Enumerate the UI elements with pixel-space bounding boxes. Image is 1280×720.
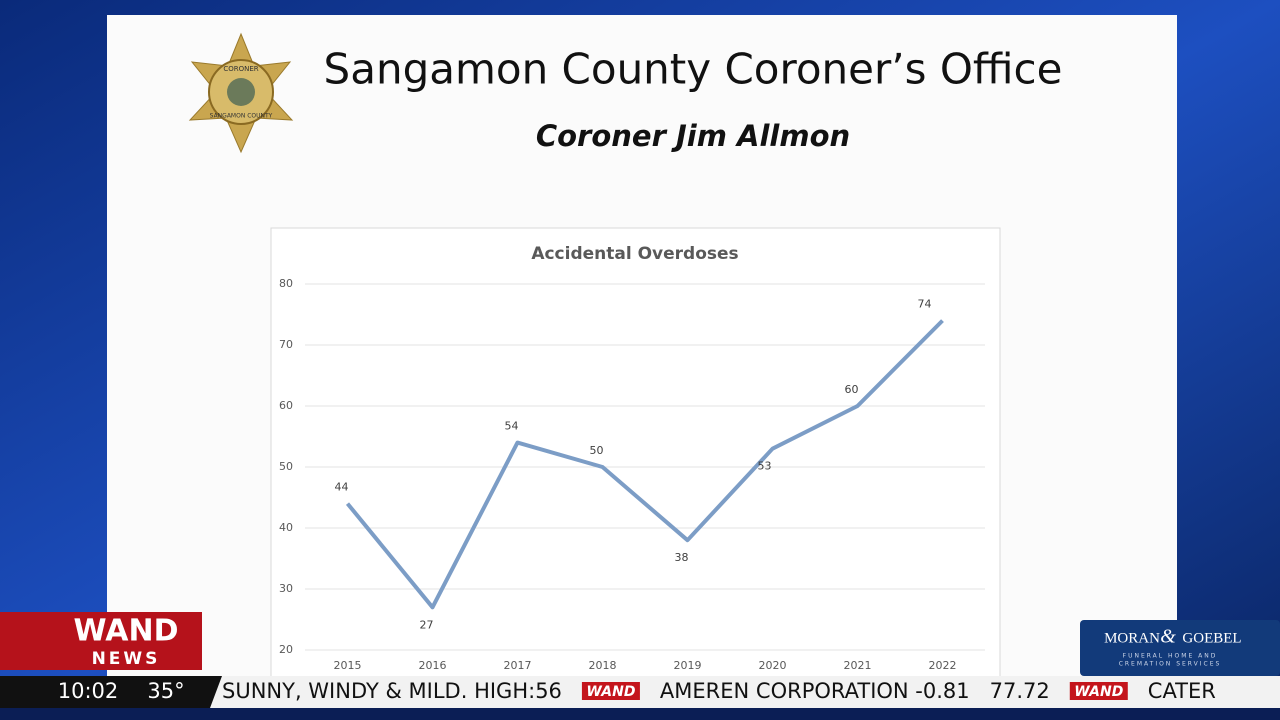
- ticker-item: CATER: [1148, 679, 1216, 703]
- sponsor-tagline: CREMATION SERVICES: [1119, 661, 1222, 668]
- temperature: 35°: [147, 679, 184, 703]
- x-tick-label: 2020: [759, 659, 787, 672]
- data-label: 38: [675, 551, 689, 564]
- sponsor: MORAN & GOEBEL FUNERAL HOME AND CREMATIO…: [1080, 620, 1280, 676]
- data-label: 53: [758, 460, 772, 473]
- line: [345, 319, 944, 610]
- y-tick-label: 20: [279, 643, 293, 656]
- sponsor-text: &: [1160, 626, 1176, 648]
- ticker-item: SUNNY, WINDY & MILD. HIGH:56: [222, 679, 562, 703]
- sponsor-tagline: FUNERAL HOME AND: [1123, 653, 1218, 660]
- ticker-bar: 10:02 35° SUNNY, WINDY & MILD. HIGH:56 WA…: [0, 676, 1280, 720]
- station-logo: WAND NEWS: [0, 612, 202, 670]
- data-label: 50: [590, 444, 604, 457]
- badge: CORONER SANGAMON COUNTY: [188, 32, 294, 154]
- y-tick-label: 40: [279, 521, 293, 534]
- seal-center: [227, 78, 255, 106]
- ticker-logo: WAND: [586, 684, 635, 700]
- ticker: SUNNY, WINDY & MILD. HIGH:56 WAND AMEREN C…: [222, 679, 1216, 703]
- data-label: 74: [918, 298, 932, 311]
- slide-title: Sangamon County Coroner’s Office: [324, 45, 1063, 94]
- data-label: 60: [845, 383, 859, 396]
- chart-frame: [270, 227, 1001, 699]
- time: 10:02: [58, 679, 119, 703]
- badge-text: SANGAMON COUNTY: [210, 113, 273, 120]
- badge-text: CORONER: [223, 65, 258, 73]
- sponsor-text: MORAN: [1104, 630, 1160, 646]
- ticker-logo-box: [581, 682, 640, 700]
- bottom-strip: [0, 708, 1280, 720]
- chart-title: Accidental Overdoses: [531, 244, 738, 264]
- ticker-item: AMEREN CORPORATION -0.81: [660, 679, 970, 703]
- data-label: 27: [420, 618, 434, 631]
- x-tick-label: 2015: [334, 659, 362, 672]
- data-label: 54: [505, 420, 519, 433]
- x-tick-label: 2017: [504, 659, 532, 672]
- sponsor-box: [1080, 620, 1280, 676]
- x-tick-label: 2022: [929, 659, 957, 672]
- y-tick-label: 70: [279, 338, 293, 351]
- y-tick-label: 80: [279, 277, 293, 290]
- x-tick-label: 2019: [674, 659, 702, 672]
- x-tick-label: 2018: [589, 659, 617, 672]
- logo-text: NEWS: [92, 649, 161, 669]
- slide-subtitle: Coroner Jim Allmon: [536, 119, 850, 153]
- ticker-logo-box: [1069, 682, 1128, 700]
- ticker-logo: WAND: [1074, 684, 1123, 700]
- data-label: 44: [335, 481, 349, 494]
- clock-box: [0, 676, 222, 708]
- logo-text: WAND: [74, 614, 179, 649]
- x-tick-label: 2016: [419, 659, 447, 672]
- logo-box: [0, 612, 202, 670]
- sponsor-text: GOEBEL: [1182, 630, 1241, 646]
- plot: 20 30 40 50 60 70 80 2015 2016 2017 2018 2019 2020 20…: [279, 277, 985, 672]
- ticker-item: 77.72: [990, 679, 1050, 703]
- y-tick-label: 30: [279, 582, 293, 595]
- x-tick-label: 2021: [844, 659, 872, 672]
- y-tick-label: 50: [279, 460, 293, 473]
- y-tick-label: 60: [279, 399, 293, 412]
